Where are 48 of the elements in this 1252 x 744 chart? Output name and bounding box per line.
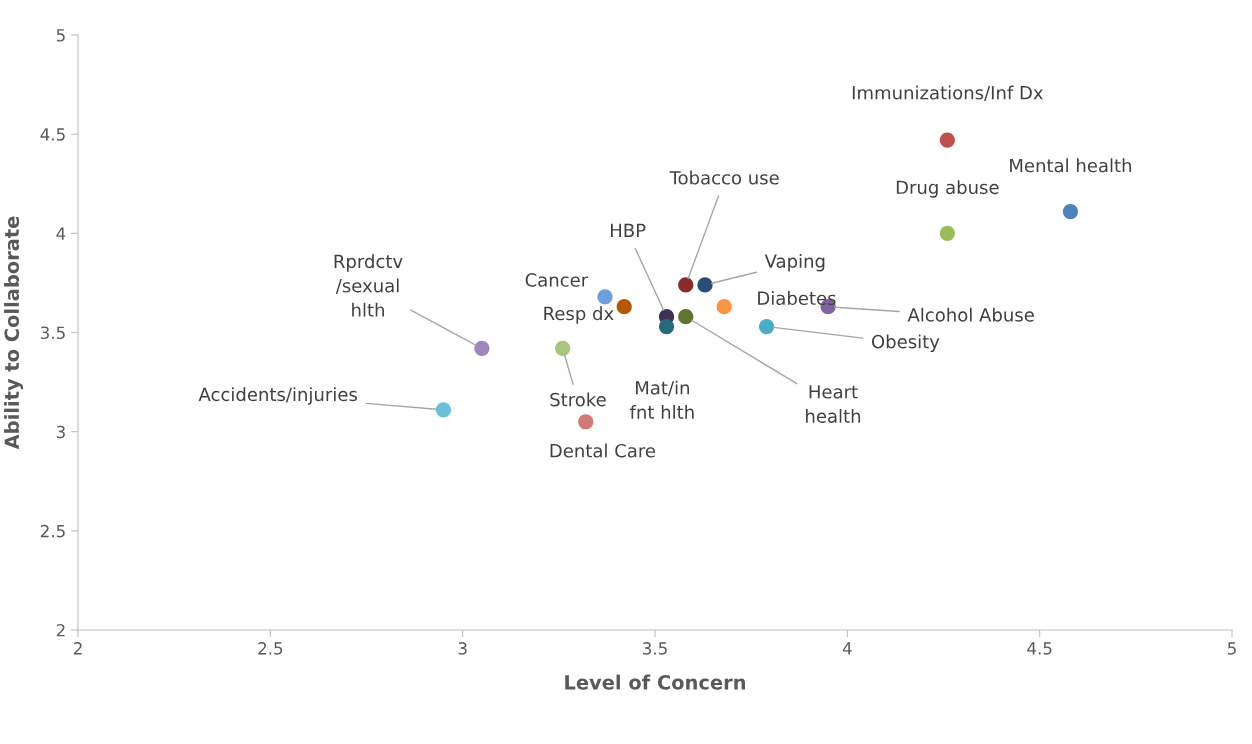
point bbox=[435, 402, 452, 418]
x-tick-label: 4.5 bbox=[1027, 642, 1052, 655]
x-tick-label: 3 bbox=[458, 642, 467, 655]
point bbox=[716, 299, 732, 315]
annotation: Alcohol Abuse bbox=[907, 307, 1034, 322]
annotation: Dental Care bbox=[550, 443, 656, 458]
y-tick-label: 3.5 bbox=[40, 326, 65, 340]
x-tick-label: 4 bbox=[842, 642, 852, 655]
y-tick-label: 4.5 bbox=[40, 128, 65, 141]
x-tick-label: 2 bbox=[73, 642, 82, 655]
annotation: Stroke bbox=[550, 392, 606, 407]
annotation: Tobacco use bbox=[669, 170, 779, 185]
annotation: Heart health bbox=[806, 385, 861, 423]
y-tick-label: 2 bbox=[56, 623, 65, 637]
point bbox=[939, 225, 955, 241]
y-tick-label: 2.5 bbox=[40, 524, 65, 538]
annotation: Vaping bbox=[764, 253, 825, 272]
point bbox=[678, 309, 694, 325]
annotation: Accidents/injuries bbox=[198, 387, 357, 405]
point bbox=[658, 318, 675, 335]
y-tick-label: 5 bbox=[56, 29, 65, 42]
y-axis-title: Ability to Collaborate bbox=[4, 216, 24, 450]
annotation: Drug abuse bbox=[896, 180, 999, 198]
annotation: Cancer bbox=[525, 273, 589, 287]
x-tick-label: 5 bbox=[1227, 642, 1236, 655]
point bbox=[578, 414, 594, 430]
annotation: Immunizations/Inf Dx bbox=[852, 85, 1043, 101]
point bbox=[678, 277, 694, 293]
x-tick-label: 2.5 bbox=[258, 642, 283, 655]
x-tick-label: 3.5 bbox=[643, 642, 667, 655]
annotation: Mat/in fnt hlth bbox=[629, 380, 694, 419]
y-tick-label: 3 bbox=[56, 425, 65, 439]
point bbox=[597, 289, 613, 305]
point bbox=[616, 299, 632, 315]
annotation: Obesity bbox=[871, 334, 940, 352]
annotation: Diabetes bbox=[758, 291, 836, 306]
annotation: Resp dx bbox=[544, 306, 614, 324]
point bbox=[1062, 203, 1079, 220]
annotation: Mental health bbox=[1010, 158, 1131, 173]
point bbox=[474, 340, 490, 356]
point bbox=[758, 318, 775, 335]
annotation: Rprdctv /sexual hlth bbox=[334, 254, 403, 317]
point bbox=[697, 277, 713, 293]
y-tick-label: 4 bbox=[56, 227, 66, 240]
x-axis-title: Level of Concern bbox=[565, 674, 746, 690]
annotation: HBP bbox=[611, 223, 646, 237]
point bbox=[555, 340, 571, 356]
point bbox=[939, 132, 955, 148]
